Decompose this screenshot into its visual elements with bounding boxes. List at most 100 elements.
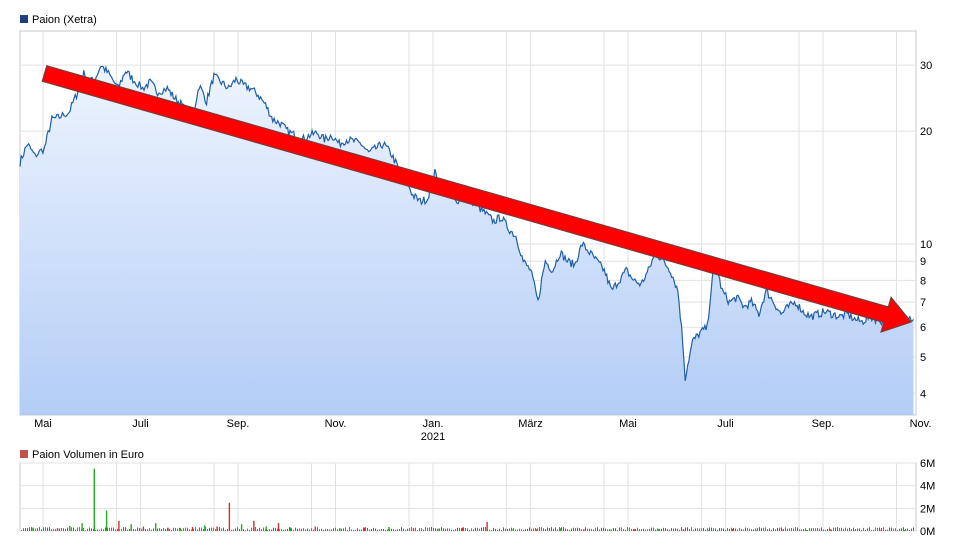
volume-bar-minor <box>815 528 816 531</box>
volume-plot-area <box>19 462 917 532</box>
volume-bar-minor <box>639 529 640 531</box>
volume-bar-minor <box>283 529 284 531</box>
volume-bar-minor <box>715 528 716 531</box>
volume-bar-minor <box>873 529 874 531</box>
volume-bar-minor <box>291 528 292 531</box>
volume-bar-minor <box>581 529 582 531</box>
volume-bar-minor <box>65 528 66 531</box>
volume-bar-minor <box>665 528 666 531</box>
volume-bar <box>142 526 145 531</box>
volume-bar-minor <box>101 528 102 531</box>
volume-bar-minor <box>405 529 406 531</box>
volume-bar-minor <box>213 527 214 531</box>
volume-bar-minor <box>765 527 766 531</box>
volume-bar <box>609 529 611 531</box>
volume-bar-minor <box>829 527 830 531</box>
volume-bar <box>584 529 586 531</box>
volume-bar-minor <box>743 529 744 531</box>
volume-bar-minor <box>619 527 620 531</box>
volume-bar <box>191 527 194 531</box>
volume-bar-minor <box>473 529 474 531</box>
volume-bar <box>179 528 181 531</box>
volume-bar-minor <box>201 527 202 531</box>
volume-bar-minor <box>759 527 760 531</box>
price-x-tick-label: Mai <box>34 418 52 430</box>
volume-bar-minor <box>691 527 692 531</box>
price-x-year-label: 2021 <box>421 431 445 443</box>
volume-bar-minor <box>423 529 424 531</box>
volume-bar-minor <box>359 529 360 531</box>
volume-bar-minor <box>677 528 678 531</box>
volume-bar-minor <box>371 528 372 531</box>
volume-bar-minor <box>537 528 538 531</box>
volume-bar-minor <box>721 528 722 531</box>
volume-bar-minor <box>417 529 418 531</box>
volume-bar-minor <box>255 527 256 531</box>
volume-bar-minor <box>203 529 204 531</box>
volume-bar-minor <box>115 529 116 531</box>
volume-bar-minor <box>863 527 864 531</box>
price-x-tick-label: Jan. <box>423 418 444 430</box>
volume-bar-minor <box>645 529 646 531</box>
volume-bar <box>290 527 292 531</box>
volume-bar-minor <box>391 528 392 531</box>
volume-bar-minor <box>47 527 48 531</box>
volume-bar-minor <box>913 527 914 531</box>
volume-bar-minor <box>425 527 426 531</box>
volume-legend-label: Paion Volumen in Euro <box>32 449 144 461</box>
volume-bar-minor <box>45 527 46 531</box>
volume-bar-minor <box>865 529 866 531</box>
volume-bar-minor <box>171 529 172 531</box>
volume-bar <box>240 524 243 531</box>
volume-bar-minor <box>681 527 682 531</box>
volume-bar-minor <box>689 529 690 531</box>
volume-bar-minor <box>641 529 642 531</box>
volume-bar-minor <box>773 527 774 531</box>
volume-bar-minor <box>605 528 606 531</box>
volume-bar-minor <box>385 529 386 531</box>
volume-bar-minor <box>235 528 236 531</box>
volume-bar-minor <box>565 528 566 531</box>
volume-bar-minor <box>469 529 470 531</box>
volume-bar-minor <box>93 528 94 531</box>
volume-bar <box>879 529 881 531</box>
volume-bar-minor <box>363 527 364 531</box>
volume-bar-minor <box>219 527 220 531</box>
volume-bar-minor <box>197 529 198 531</box>
volume-bar-minor <box>443 528 444 531</box>
volume-bar-minor <box>55 528 56 531</box>
price-y-tick-label: 8 <box>920 275 926 287</box>
volume-bar-minor <box>601 527 602 531</box>
volume-bar <box>130 524 132 531</box>
price-x-tick-label: Juli <box>717 418 734 430</box>
price-legend-label: Paion (Xetra) <box>32 14 97 26</box>
volume-bar-minor <box>467 528 468 531</box>
volume-bar <box>756 529 758 531</box>
volume-bar-minor <box>509 528 510 531</box>
volume-bar-minor <box>25 528 26 531</box>
volume-bar-minor <box>341 528 342 531</box>
volume-bar-minor <box>243 529 244 531</box>
volume-bar-minor <box>857 528 858 531</box>
volume-bar-minor <box>181 529 182 531</box>
volume-bar-minor <box>717 529 718 531</box>
volume-bar <box>216 526 218 531</box>
volume-bar-minor <box>673 528 674 531</box>
volume-bar-minor <box>833 527 834 531</box>
volume-bar-minor <box>299 528 300 531</box>
volume-bar-minor <box>195 527 196 531</box>
volume-bar-minor <box>87 528 88 531</box>
volume-bar-minor <box>493 527 494 531</box>
volume-bar-minor <box>899 528 900 531</box>
volume-bar-minor <box>289 527 290 531</box>
volume-bar-minor <box>209 527 210 531</box>
volume-bar-minor <box>593 529 594 531</box>
volume-bar-minor <box>415 527 416 531</box>
volume-bar-minor <box>517 529 518 531</box>
volume-bar <box>535 529 537 531</box>
volume-bar-minor <box>351 529 352 531</box>
volume-bar-minor <box>91 528 92 531</box>
volume-bar-minor <box>877 527 878 531</box>
volume-bar-minor <box>663 527 664 531</box>
volume-bar-minor <box>457 527 458 531</box>
